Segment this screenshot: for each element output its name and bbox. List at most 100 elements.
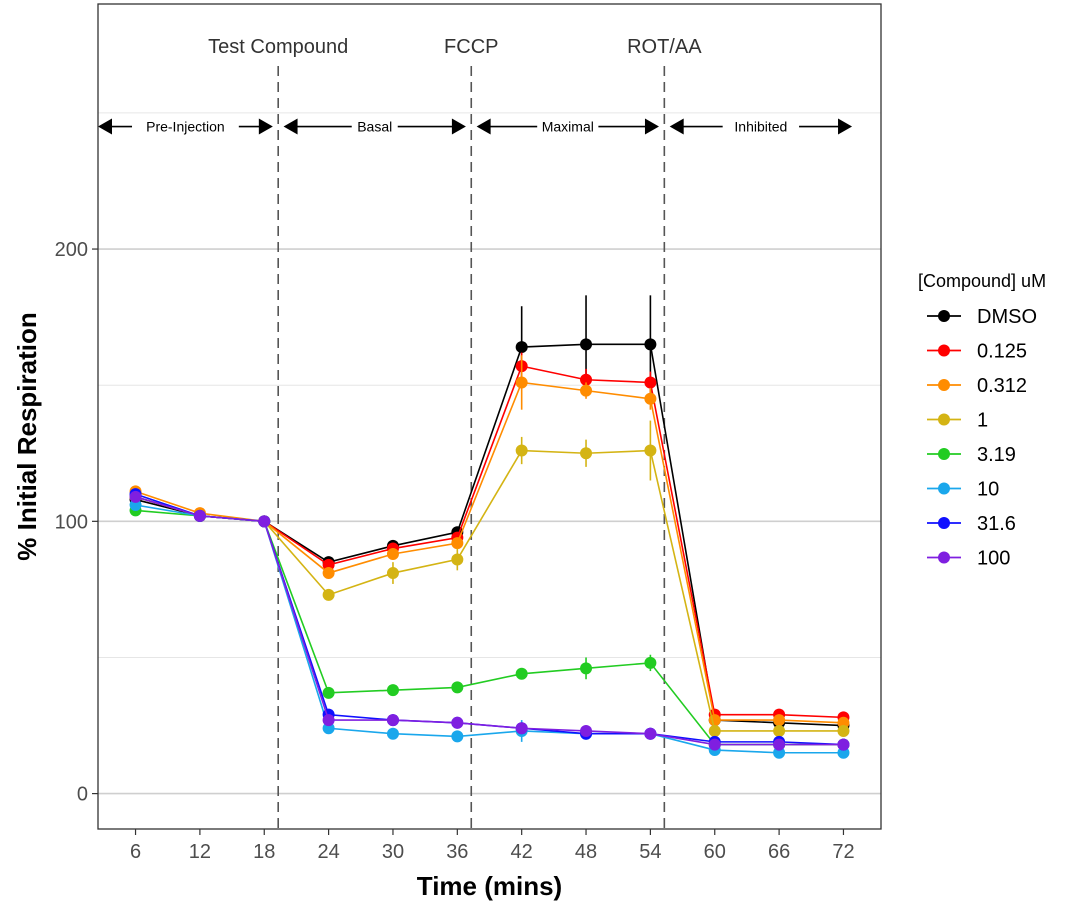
data-point	[644, 376, 657, 389]
data-point	[708, 724, 721, 737]
x-tick-label: 36	[446, 841, 468, 863]
phase-arrow-head-right	[644, 118, 659, 135]
legend-label: 100	[977, 548, 1010, 570]
x-tick-label: 48	[575, 841, 597, 863]
x-tick-label: 72	[832, 841, 854, 863]
phase-arrow-head-right	[451, 118, 466, 135]
series-100	[129, 490, 850, 751]
legend-label: 31.6	[977, 513, 1016, 535]
data-point	[322, 714, 335, 727]
x-tick-label: 30	[382, 841, 404, 863]
x-tick-label: 12	[189, 841, 211, 863]
legend-label: 0.312	[977, 375, 1027, 397]
data-point	[515, 444, 528, 457]
legend-label: DMSO	[977, 306, 1037, 328]
phase-label: Maximal	[542, 119, 594, 135]
axes: 6 12 18 24 30 36 42 48 54 60 66 72 0 100 200	[55, 239, 855, 863]
x-tick-label: 66	[768, 841, 790, 863]
data-point	[451, 681, 464, 694]
phase-arrow-head-right	[838, 118, 853, 135]
phase-arrow-head-left	[669, 118, 684, 135]
y-tick-label: 100	[55, 511, 88, 533]
data-point	[451, 553, 464, 566]
legend-item-10: 10	[927, 479, 999, 501]
legend: [Compound] uM DMSO 0.125 0.312 1 3.19 10 31.6 1…	[918, 271, 1046, 570]
legend-key-point	[938, 448, 950, 460]
data-point	[258, 515, 271, 528]
legend-key-point	[938, 551, 950, 564]
data-point	[451, 730, 464, 743]
phase-arrow-head-right	[258, 118, 273, 135]
data-point	[644, 392, 657, 405]
data-point	[644, 656, 657, 669]
y-axis-title: % Initial Respiration	[12, 312, 42, 561]
data-point	[322, 588, 335, 601]
x-tick-label: 6	[130, 841, 141, 863]
data-point	[580, 447, 593, 460]
x-tick-label: 24	[317, 841, 339, 863]
y-tick-label: 200	[55, 239, 88, 261]
x-tick-label: 42	[511, 841, 533, 863]
data-point	[322, 567, 335, 580]
data-point	[515, 376, 528, 389]
x-tick-label: 54	[639, 841, 661, 863]
legend-key-point	[938, 517, 950, 529]
data-point	[580, 373, 593, 386]
grid-layer	[98, 112, 881, 795]
legend-label: 10	[977, 479, 999, 501]
legend-key-point	[938, 413, 950, 426]
data-point	[451, 716, 464, 729]
legend-label: 3.19	[977, 444, 1016, 466]
series-line	[135, 496, 844, 746]
legend-key-point	[938, 379, 950, 391]
x-tick-label: 18	[253, 841, 275, 863]
injection-lines: Test Compound FCCP ROT/AA	[208, 36, 702, 829]
plot-panel-border	[97, 3, 882, 830]
legend-item-31.6: 31.6	[927, 513, 1016, 535]
legend-item-0.125: 0.125	[927, 341, 1027, 363]
data-point	[386, 727, 399, 740]
phase-label-bg	[722, 117, 800, 136]
legend-key-point	[938, 344, 950, 357]
x-tick-label: 60	[704, 841, 726, 863]
legend-title: [Compound] uM	[918, 271, 1046, 291]
series-layer	[129, 295, 850, 759]
data-point	[322, 686, 335, 699]
data-point	[580, 338, 593, 351]
legend-label: 1	[977, 410, 988, 432]
data-point	[644, 444, 657, 457]
data-point	[580, 724, 593, 737]
data-point	[193, 509, 206, 522]
data-point	[451, 537, 464, 550]
legend-item-100: 100	[927, 548, 1010, 570]
legend-label: 0.125	[977, 341, 1027, 363]
legend-key-point	[938, 482, 950, 495]
injection-label: FCCP	[444, 36, 498, 58]
phase-label: Inhibited	[734, 119, 787, 135]
data-point	[386, 684, 399, 697]
phase-arrow-head-left	[98, 118, 112, 135]
data-point	[837, 738, 850, 751]
phase-label-bg	[132, 117, 239, 136]
data-point	[773, 724, 786, 737]
phase-label-bg	[537, 117, 599, 136]
phase-label: Basal	[357, 119, 392, 135]
phase-arrow-head-left	[476, 118, 491, 135]
legend-item-0.312: 0.312	[927, 375, 1027, 397]
injection-label: Test Compound	[208, 36, 348, 58]
data-point	[773, 738, 786, 751]
data-point	[580, 384, 593, 397]
y-tick-label: 0	[77, 784, 88, 806]
phase-label-bg	[351, 117, 398, 136]
data-point	[837, 724, 850, 737]
injection-label: ROT/AA	[627, 36, 702, 58]
x-axis-title: Time (mins)	[417, 871, 562, 901]
legend-item-1: 1	[927, 410, 988, 432]
data-point	[129, 490, 142, 503]
phase-arrow-head-left	[283, 118, 298, 135]
legend-key-point	[938, 310, 950, 322]
data-point	[773, 714, 786, 727]
data-point	[644, 727, 657, 740]
phase-label: Pre-Injection	[146, 119, 225, 135]
